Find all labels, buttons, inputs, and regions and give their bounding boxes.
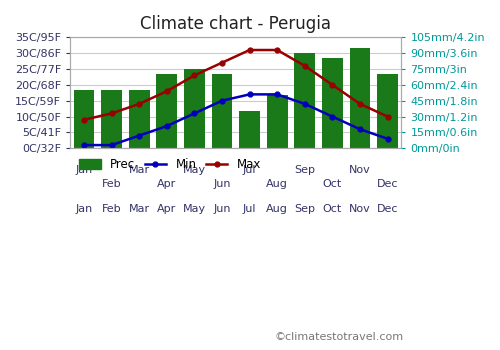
Bar — [184, 69, 205, 148]
Text: Aug: Aug — [266, 204, 288, 214]
Text: Nov: Nov — [349, 165, 371, 175]
Title: Climate chart - Perugia: Climate chart - Perugia — [140, 15, 332, 33]
Bar — [322, 58, 342, 148]
Text: Mar: Mar — [128, 204, 150, 214]
Text: Aug: Aug — [266, 179, 288, 189]
Text: Apr: Apr — [157, 179, 176, 189]
Text: May: May — [183, 204, 206, 214]
Text: Jan: Jan — [76, 204, 92, 214]
Bar — [212, 74, 233, 148]
Text: Dec: Dec — [377, 179, 398, 189]
Text: Apr: Apr — [157, 204, 176, 214]
Bar — [156, 74, 177, 148]
Text: Dec: Dec — [377, 204, 398, 214]
Text: Jun: Jun — [214, 179, 231, 189]
Text: Feb: Feb — [102, 204, 122, 214]
Bar — [350, 48, 370, 148]
Text: Sep: Sep — [294, 165, 316, 175]
Text: Feb: Feb — [102, 179, 122, 189]
Text: Nov: Nov — [349, 204, 371, 214]
Bar — [102, 90, 122, 148]
Text: ©climatestotravel.com: ©climatestotravel.com — [275, 332, 404, 342]
Bar — [240, 111, 260, 148]
Bar — [74, 90, 94, 148]
Text: Jul: Jul — [243, 204, 256, 214]
Bar — [267, 96, 287, 148]
Text: Oct: Oct — [322, 204, 342, 214]
Text: Jul: Jul — [243, 165, 256, 175]
Text: May: May — [183, 165, 206, 175]
Legend: Prec, Min, Max: Prec, Min, Max — [80, 158, 261, 171]
Text: Sep: Sep — [294, 204, 316, 214]
Text: Jan: Jan — [76, 165, 92, 175]
Text: Oct: Oct — [322, 179, 342, 189]
Bar — [294, 53, 315, 148]
Text: Mar: Mar — [128, 165, 150, 175]
Bar — [377, 74, 398, 148]
Bar — [129, 90, 150, 148]
Text: Jun: Jun — [214, 204, 231, 214]
